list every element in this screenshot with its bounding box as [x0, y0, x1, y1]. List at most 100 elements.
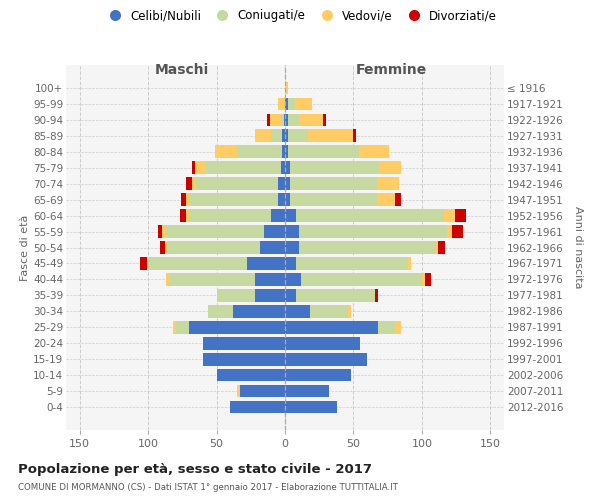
Bar: [285, 369, 350, 382]
Bar: [237, 385, 240, 398]
Bar: [285, 257, 296, 270]
Bar: [196, 178, 278, 190]
Bar: [395, 194, 401, 206]
Bar: [288, 130, 308, 142]
Text: Maschi: Maschi: [155, 62, 209, 76]
Bar: [296, 257, 408, 270]
Bar: [288, 146, 359, 158]
Bar: [285, 146, 288, 158]
Bar: [301, 273, 422, 285]
Bar: [285, 98, 288, 110]
Bar: [444, 210, 455, 222]
Bar: [192, 162, 194, 174]
Bar: [203, 353, 285, 366]
Bar: [278, 98, 285, 110]
Legend: Celibi/Nubili, Coniugati/e, Vedovi/e, Divorziati/e: Celibi/Nubili, Coniugati/e, Vedovi/e, Di…: [99, 6, 501, 26]
Bar: [285, 178, 290, 190]
Bar: [296, 210, 444, 222]
Bar: [452, 226, 463, 238]
Bar: [308, 130, 353, 142]
Bar: [285, 401, 337, 413]
Bar: [179, 210, 187, 222]
Bar: [281, 114, 284, 126]
Bar: [310, 305, 348, 318]
Bar: [240, 385, 285, 398]
Bar: [173, 321, 176, 334]
Bar: [290, 194, 377, 206]
Bar: [348, 305, 350, 318]
Bar: [192, 178, 196, 190]
Bar: [290, 162, 379, 174]
Bar: [237, 146, 282, 158]
Bar: [233, 305, 285, 318]
Bar: [422, 273, 425, 285]
Bar: [285, 337, 360, 349]
Bar: [455, 210, 466, 222]
Bar: [271, 210, 285, 222]
Bar: [189, 321, 285, 334]
Bar: [446, 226, 452, 238]
Bar: [166, 273, 170, 285]
Bar: [285, 226, 299, 238]
Bar: [187, 194, 189, 206]
Bar: [299, 242, 436, 254]
Bar: [208, 305, 233, 318]
Bar: [217, 369, 285, 382]
Bar: [203, 337, 285, 349]
Bar: [285, 130, 288, 142]
Bar: [282, 130, 285, 142]
Bar: [167, 242, 260, 254]
Bar: [285, 273, 301, 285]
Bar: [379, 162, 401, 174]
Bar: [285, 242, 299, 254]
Bar: [147, 257, 148, 270]
Bar: [295, 98, 313, 110]
Bar: [281, 162, 285, 174]
Bar: [377, 178, 398, 190]
Bar: [170, 273, 255, 285]
Bar: [270, 114, 281, 126]
Bar: [323, 114, 326, 126]
Bar: [230, 401, 285, 413]
Bar: [395, 321, 401, 334]
Bar: [247, 257, 285, 270]
Bar: [260, 242, 285, 254]
Bar: [378, 321, 395, 334]
Bar: [288, 98, 295, 110]
Bar: [290, 178, 377, 190]
Bar: [436, 242, 438, 254]
Text: COMUNE DI MORMANNO (CS) - Dati ISTAT 1° gennaio 2017 - Elaborazione TUTTITALIA.I: COMUNE DI MORMANNO (CS) - Dati ISTAT 1° …: [18, 484, 398, 492]
Bar: [285, 289, 296, 302]
Bar: [189, 210, 271, 222]
Bar: [282, 146, 285, 158]
Bar: [353, 130, 356, 142]
Bar: [278, 194, 285, 206]
Bar: [164, 242, 167, 254]
Bar: [189, 194, 278, 206]
Bar: [425, 273, 431, 285]
Bar: [206, 162, 281, 174]
Bar: [285, 305, 310, 318]
Bar: [217, 289, 255, 302]
Bar: [164, 226, 265, 238]
Y-axis label: Fasce di età: Fasce di età: [20, 214, 30, 280]
Bar: [377, 194, 395, 206]
Bar: [215, 146, 237, 158]
Bar: [299, 114, 323, 126]
Bar: [265, 226, 285, 238]
Bar: [438, 242, 445, 254]
Bar: [376, 289, 378, 302]
Bar: [162, 226, 164, 238]
Bar: [194, 162, 206, 174]
Bar: [176, 321, 189, 334]
Bar: [288, 114, 299, 126]
Text: Femmine: Femmine: [356, 62, 427, 76]
Bar: [271, 130, 282, 142]
Bar: [296, 289, 376, 302]
Bar: [160, 242, 164, 254]
Text: Popolazione per età, sesso e stato civile - 2017: Popolazione per età, sesso e stato civil…: [18, 462, 372, 475]
Bar: [278, 178, 285, 190]
Bar: [158, 226, 162, 238]
Bar: [285, 321, 378, 334]
Bar: [285, 82, 288, 94]
